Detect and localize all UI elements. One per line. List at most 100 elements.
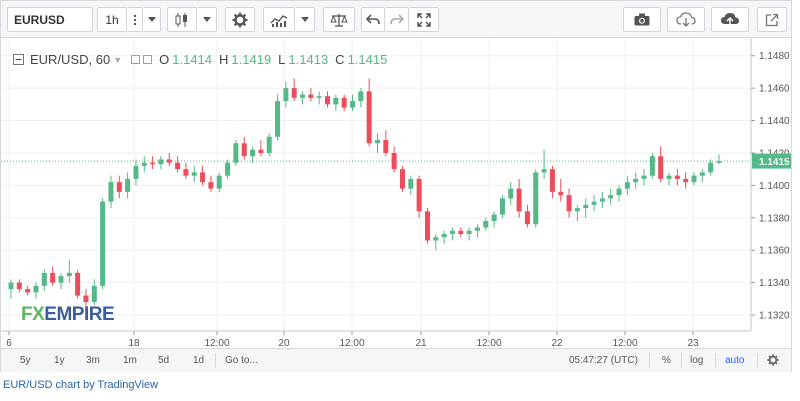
- interval-button[interactable]: 1h: [97, 7, 127, 32]
- candle-body: [150, 162, 156, 165]
- settings-icon[interactable]: [767, 354, 779, 369]
- candle: [100, 198, 106, 290]
- candle-body: [141, 162, 147, 166]
- fullscreen-icon[interactable]: [409, 7, 439, 32]
- time-tick-label: 12:00: [612, 338, 637, 348]
- candle: [208, 175, 214, 192]
- candle: [574, 204, 580, 222]
- compare-icon[interactable]: [323, 7, 355, 32]
- goto-button[interactable]: Go to...: [225, 355, 258, 366]
- utc-clock[interactable]: 05:47:27 (UTC): [569, 355, 638, 366]
- candle-body: [208, 182, 214, 189]
- camera-icon[interactable]: [623, 7, 661, 32]
- candle: [674, 169, 680, 186]
- more-icon[interactable]: [127, 7, 143, 32]
- candle: [291, 78, 297, 102]
- candle-body: [50, 272, 56, 283]
- range-1m[interactable]: 1m: [123, 355, 137, 366]
- price-tick-label: 1.1480: [759, 51, 790, 62]
- cloud-upload-icon[interactable]: [711, 7, 749, 32]
- settings-icon[interactable]: [225, 7, 255, 32]
- candle-body: [633, 178, 639, 183]
- candles-icon[interactable]: [167, 7, 197, 32]
- candle: [408, 175, 414, 196]
- open-value: 1.1414: [172, 52, 213, 67]
- candle-body: [108, 182, 114, 202]
- candle: [424, 208, 430, 244]
- candle-body: [549, 169, 555, 192]
- candle: [166, 152, 172, 166]
- candle-body: [225, 162, 231, 176]
- candle: [183, 162, 189, 179]
- candle: [624, 175, 630, 196]
- price-tick-label: 1.1340: [759, 278, 790, 289]
- candle-body: [183, 169, 189, 176]
- candle: [441, 230, 447, 244]
- range-5d[interactable]: 5d: [158, 355, 170, 366]
- auto-toggle[interactable]: auto: [725, 355, 745, 366]
- candle-body: [616, 188, 622, 196]
- undo-icon[interactable]: [361, 7, 385, 32]
- candle: [449, 227, 455, 241]
- close-label: C: [335, 52, 345, 67]
- candle: [16, 279, 22, 293]
- redo-icon[interactable]: [385, 7, 409, 32]
- dropdown-icon[interactable]: ▼: [113, 54, 123, 65]
- candle: [499, 195, 505, 218]
- candle-body: [641, 175, 647, 179]
- attribution-link[interactable]: EUR/USD chart by TradingView: [3, 379, 159, 391]
- candle-body: [699, 172, 705, 176]
- time-tick-label: 12:00: [476, 338, 501, 348]
- time-tick-label: 22: [551, 338, 563, 348]
- indicators-icon[interactable]: [263, 7, 295, 32]
- dropdown-icon[interactable]: [197, 7, 217, 32]
- candle: [466, 227, 472, 241]
- candle: [75, 269, 81, 299]
- candle: [350, 94, 356, 111]
- candle-body: [133, 165, 139, 179]
- low-value: 1.1413: [288, 52, 329, 67]
- candle: [533, 169, 539, 228]
- collapse-icon[interactable]: [13, 54, 24, 65]
- candle-body: [341, 97, 347, 108]
- candle-body: [350, 101, 356, 108]
- candle-body: [258, 149, 264, 153]
- candle: [474, 224, 480, 238]
- time-tick-label: 6: [6, 338, 12, 348]
- candle: [333, 94, 339, 111]
- candle: [250, 146, 256, 163]
- candle-body: [83, 295, 89, 303]
- hide-series-icon[interactable]: [131, 55, 141, 64]
- symbol-search[interactable]: EURUSD: [7, 7, 93, 32]
- dropdown-icon[interactable]: [295, 7, 315, 32]
- price-tick-label: 1.1360: [759, 246, 790, 257]
- candle: [175, 156, 181, 173]
- candle-body: [158, 159, 164, 165]
- dropdown-icon[interactable]: [143, 7, 161, 32]
- candle-body: [599, 198, 605, 202]
- price-tick-label: 1.1400: [759, 181, 790, 192]
- candle: [666, 172, 672, 186]
- candle: [366, 78, 372, 147]
- cloud-download-icon[interactable]: [667, 7, 705, 32]
- percent-toggle[interactable]: %: [662, 355, 671, 366]
- log-toggle[interactable]: log: [690, 355, 704, 366]
- candle: [358, 88, 364, 108]
- range-1d[interactable]: 1d: [193, 355, 205, 366]
- candle-body: [424, 211, 430, 241]
- candle: [8, 279, 14, 299]
- candle: [391, 146, 397, 173]
- candle: [416, 175, 422, 218]
- candle-body: [216, 175, 222, 189]
- range-1y[interactable]: 1y: [54, 355, 65, 366]
- series-settings-icon[interactable]: [143, 55, 153, 64]
- candle: [58, 272, 64, 290]
- time-tick-label: 12:00: [204, 338, 229, 348]
- close-value: 1.1415: [347, 52, 388, 67]
- popout-icon[interactable]: [757, 7, 787, 32]
- price-chart[interactable]: 1.14801.14601.14401.14201.14001.13801.13…: [1, 38, 791, 348]
- range-3m[interactable]: 3m: [86, 355, 100, 366]
- candle: [599, 191, 605, 209]
- price-axis[interactable]: 1.14801.14601.14401.14201.14001.13801.13…: [751, 51, 790, 322]
- range-5y[interactable]: 5y: [20, 355, 31, 366]
